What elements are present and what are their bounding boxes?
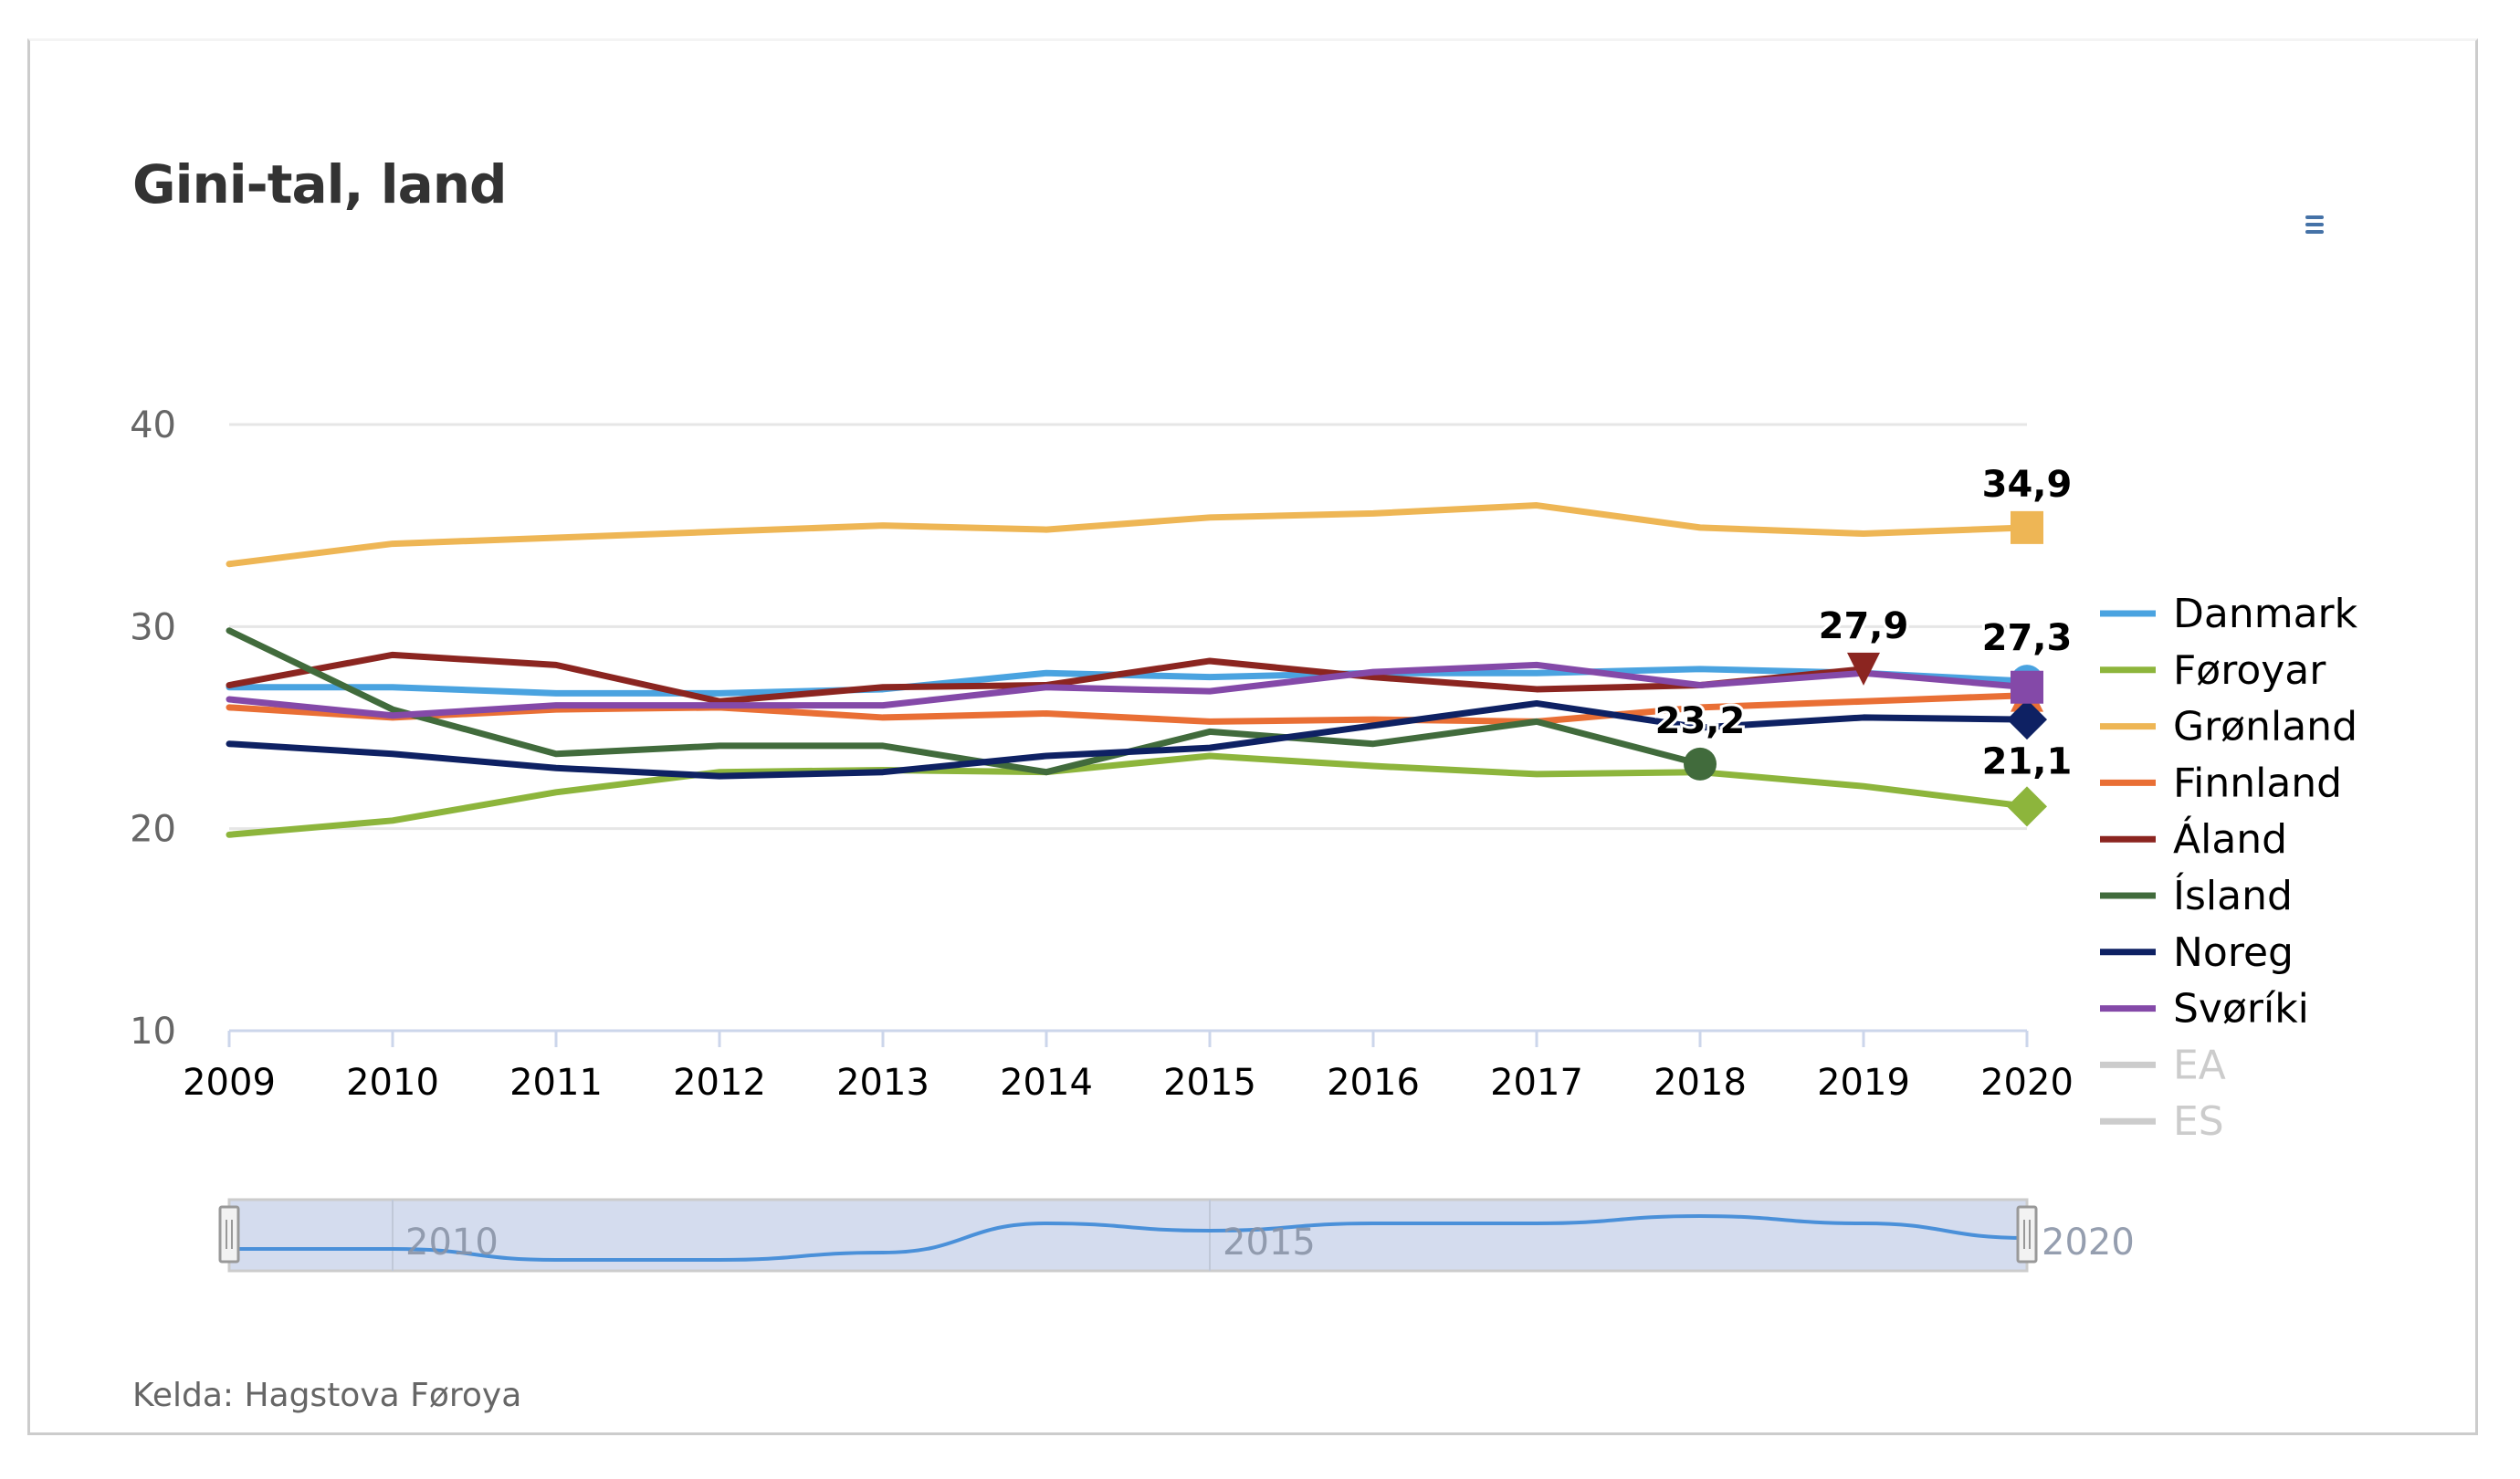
legend-item-grnland[interactable]: Grønland bbox=[2100, 704, 2357, 750]
legend-label: ES bbox=[2173, 1098, 2224, 1145]
x-tick-label: 2017 bbox=[1490, 1062, 1583, 1104]
x-tick-label: 2018 bbox=[1654, 1062, 1747, 1104]
legend-label: Ísland bbox=[2173, 871, 2293, 919]
legend-label: Føroyar bbox=[2173, 647, 2326, 694]
hamburger-menu-icon[interactable] bbox=[2294, 206, 2336, 243]
handle-body[interactable] bbox=[2016, 1205, 2038, 1264]
legend-label: Noreg bbox=[2173, 929, 2294, 976]
end-marker-froyar[interactable] bbox=[2007, 786, 2047, 827]
x-tick-label: 2011 bbox=[509, 1062, 603, 1104]
series-line-noreg[interactable] bbox=[226, 699, 2031, 780]
legend-label: Grønland bbox=[2173, 704, 2357, 750]
end-marker-grnland[interactable] bbox=[2011, 510, 2043, 544]
legend-item-svriki[interactable]: Svøríki bbox=[2100, 986, 2309, 1033]
series-line-froyar[interactable] bbox=[226, 752, 2031, 838]
legend-label: Svøríki bbox=[2173, 986, 2309, 1033]
handle-body[interactable] bbox=[218, 1205, 240, 1264]
series-line-svriki[interactable] bbox=[226, 661, 2031, 719]
navigator-selected-range[interactable] bbox=[227, 1198, 2029, 1273]
chart-title: Gini-tal, land bbox=[132, 153, 508, 215]
legend-item-danmark[interactable]: Danmark bbox=[2100, 591, 2358, 637]
legend-label: Áland bbox=[2173, 814, 2287, 863]
x-tick-label: 2012 bbox=[673, 1062, 766, 1104]
legend-item-finnland[interactable]: Finnland bbox=[2100, 760, 2342, 806]
end-marker-island[interactable] bbox=[1684, 747, 1717, 781]
legend-item-island[interactable]: Ísland bbox=[2100, 871, 2293, 919]
y-tick-label: 20 bbox=[130, 809, 176, 851]
series-line-finnland[interactable] bbox=[226, 692, 2031, 725]
end-marker-svriki[interactable] bbox=[2011, 670, 2043, 704]
legend-item-es[interactable]: ES bbox=[2100, 1098, 2224, 1145]
grid-lines bbox=[229, 423, 2027, 831]
data-label-grnland: 34,9 bbox=[1982, 464, 2073, 506]
series-markers bbox=[1684, 510, 2047, 827]
series-line-island[interactable] bbox=[226, 627, 1704, 776]
end-marker-aland[interactable] bbox=[1847, 652, 1880, 686]
series-lines bbox=[226, 502, 2031, 838]
y-tick-label: 40 bbox=[130, 404, 176, 446]
legend-item-froyar[interactable]: Føroyar bbox=[2100, 647, 2326, 694]
x-tick-label: 2016 bbox=[1327, 1062, 1420, 1104]
menu-bar bbox=[2305, 215, 2324, 219]
data-label-island: 23,2 bbox=[1655, 700, 1746, 742]
legend-item-aland[interactable]: Áland bbox=[2100, 814, 2287, 863]
menu-bar bbox=[2305, 223, 2324, 226]
legend-label: Danmark bbox=[2173, 591, 2358, 637]
x-tick-label: 2010 bbox=[346, 1062, 439, 1104]
legend-label: Finnland bbox=[2173, 760, 2342, 806]
legend-item-ea[interactable]: EA bbox=[2100, 1042, 2226, 1088]
navigator-handle-left[interactable] bbox=[218, 1205, 240, 1264]
data-labels: 27,3 21,1 34,9 27,9 23,2 bbox=[1653, 461, 2075, 785]
navigator-tick-label: 2020 bbox=[2042, 1222, 2135, 1264]
x-axis: 2009 2010 2011 2012 2013 2014 2015 2016 2017 2018… bbox=[183, 1029, 2074, 1104]
legend: Danmark Føroyar Grønland Finnland Áland Íslan… bbox=[2100, 591, 2358, 1145]
legend-label: EA bbox=[2173, 1042, 2226, 1088]
legend-item-noreg[interactable]: Noreg bbox=[2100, 929, 2294, 976]
y-axis-labels: 10 20 30 40 bbox=[130, 404, 176, 1053]
data-label-froyar: 21,1 bbox=[1982, 740, 2073, 782]
x-tick-label: 2019 bbox=[1817, 1062, 1910, 1104]
data-label-danmark: 27,3 bbox=[1982, 617, 2073, 659]
y-tick-label: 10 bbox=[130, 1011, 176, 1053]
menu-bar bbox=[2305, 230, 2324, 234]
end-marker-noreg[interactable] bbox=[2007, 699, 2047, 740]
x-tick-label: 2013 bbox=[836, 1062, 929, 1104]
navigator[interactable]: 2010 2015 2020 bbox=[218, 1198, 2135, 1273]
x-tick-label: 2015 bbox=[1163, 1062, 1256, 1104]
y-tick-label: 30 bbox=[130, 606, 176, 648]
navigator-handle-right[interactable] bbox=[2016, 1205, 2038, 1264]
x-tick-label: 2014 bbox=[1000, 1062, 1093, 1104]
series-line-grnland[interactable] bbox=[226, 502, 2031, 568]
navigator-tick-label: 2015 bbox=[1223, 1222, 1316, 1264]
x-tick-label: 2009 bbox=[183, 1062, 276, 1104]
navigator-series-line bbox=[228, 1213, 2028, 1263]
x-tick-label: 2020 bbox=[1980, 1062, 2074, 1104]
source-credit: Kelda: Hagstova Føroya bbox=[132, 1377, 522, 1414]
navigator-tick-label: 2010 bbox=[405, 1222, 499, 1264]
data-label-aland: 27,9 bbox=[1819, 605, 1909, 647]
